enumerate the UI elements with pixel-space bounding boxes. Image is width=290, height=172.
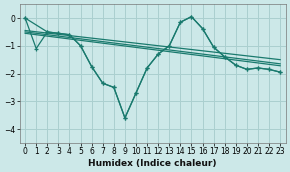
- X-axis label: Humidex (Indice chaleur): Humidex (Indice chaleur): [88, 159, 217, 168]
